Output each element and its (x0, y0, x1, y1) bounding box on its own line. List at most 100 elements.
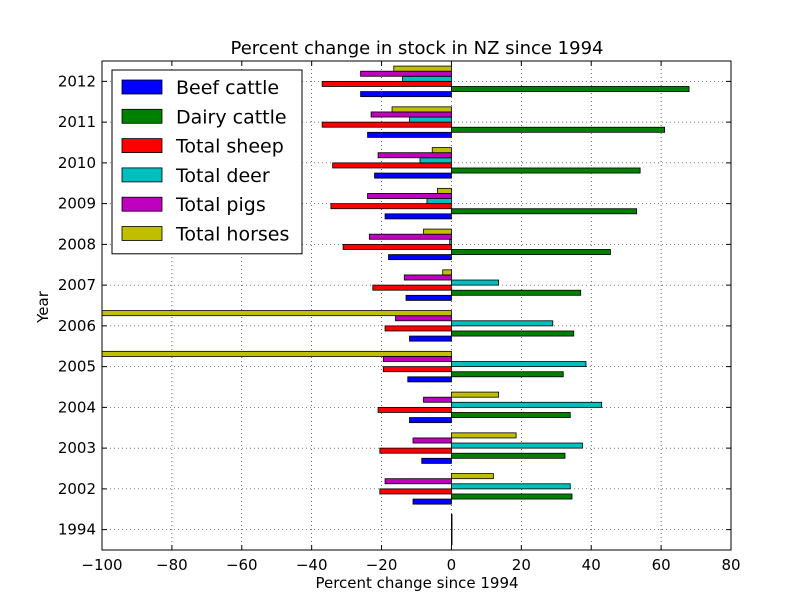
bar-total-pigs (395, 315, 452, 322)
y-tick-label: 2006 (58, 317, 96, 335)
bar-beef-cattle (374, 172, 452, 179)
bar-dairy-cattle (451, 86, 690, 92)
bar-total-deer (451, 401, 603, 408)
bar-total-pigs (370, 111, 452, 118)
bar-total-pigs (412, 437, 452, 444)
bar-dairy-cattle (451, 330, 575, 337)
bar-total-deer (449, 238, 452, 245)
bar-total-horses (393, 65, 452, 72)
x-tick-label: 0 (447, 556, 457, 574)
bar-total-horses (451, 391, 500, 398)
x-tick-label: −60 (226, 556, 258, 574)
legend-label: Total deer (175, 165, 270, 187)
y-tick-label: 2005 (58, 358, 96, 376)
legend-swatch (121, 79, 163, 95)
bar-total-deer (451, 279, 500, 286)
legend-swatch (121, 226, 163, 241)
bar-total-pigs (367, 193, 452, 199)
bar-beef-cattle (409, 417, 452, 424)
bar-total-deer (451, 524, 453, 531)
legend-swatch (121, 196, 163, 212)
bar-dairy-cattle (451, 249, 611, 255)
legend-swatch (121, 108, 163, 124)
bar-beef-cattle (412, 498, 452, 505)
bar-beef-cattle (384, 213, 452, 220)
bar-dairy-cattle (451, 208, 638, 215)
bar-total-horses (451, 432, 517, 439)
bar-total-deer (426, 198, 452, 205)
bar-total-pigs (368, 233, 452, 240)
bar-total-sheep (382, 366, 452, 373)
y-tick-label: 2008 (58, 235, 96, 253)
bars (101, 65, 690, 546)
bar-total-pigs (382, 356, 452, 362)
bar-dairy-cattle (451, 371, 564, 378)
bar-total-sheep (332, 162, 452, 169)
bar-beef-cattle (407, 376, 452, 383)
bar-total-pigs (451, 519, 453, 525)
y-tick-label: 2002 (58, 480, 96, 498)
bar-total-deer (402, 75, 452, 82)
bar-total-deer (409, 116, 452, 123)
bar-dairy-cattle (451, 126, 666, 133)
y-tick-label: 2010 (58, 154, 96, 172)
bar-beef-cattle (421, 457, 452, 464)
y-tick-label: 2004 (58, 398, 96, 416)
bar-beef-cattle (409, 335, 452, 342)
legend-label: Total horses (175, 224, 289, 246)
legend: Beef cattle Dairy cattle Total sheep Total … (111, 69, 303, 255)
y-tick-label: 2009 (58, 195, 96, 213)
bar-total-pigs (377, 152, 452, 159)
bar-total-deer (451, 361, 587, 368)
bar-total-horses (451, 473, 494, 480)
bar-total-sheep (342, 243, 452, 250)
x-tick-label: 40 (582, 556, 601, 574)
y-tick-label: 2007 (58, 276, 96, 294)
bar-beef-cattle (388, 254, 452, 261)
bar-dairy-cattle (451, 167, 641, 174)
bar-total-horses (423, 228, 452, 235)
bar-dairy-cattle (451, 534, 453, 541)
bar-total-pigs (384, 478, 452, 485)
bar-dairy-cattle (451, 412, 571, 418)
y-tick-label: 1994 (58, 521, 96, 539)
chart-title: Percent change in stock in NZ since 1994 (231, 38, 604, 59)
bar-total-horses (101, 310, 452, 317)
legend-label: Beef cattle (176, 77, 279, 99)
bar-total-deer (451, 320, 554, 327)
bar-total-horses (101, 350, 452, 357)
bar-beef-cattle (451, 539, 453, 546)
bar-beef-cattle (405, 294, 452, 301)
bar-total-sheep (321, 121, 452, 128)
bar-total-deer (451, 483, 571, 490)
bar-total-deer (451, 442, 583, 449)
bar-total-pigs (403, 274, 452, 281)
bar-total-horses (437, 187, 452, 194)
x-tick-label: −100 (81, 556, 122, 574)
legend-label: Total sheep (175, 136, 284, 158)
bar-total-sheep (379, 447, 452, 454)
legend-box (111, 69, 303, 255)
y-tick-label: 2012 (58, 72, 96, 90)
bar-total-pigs (360, 70, 452, 77)
y-axis-label: Year (34, 290, 52, 324)
x-axis-label: Percent change since 1994 (315, 574, 518, 592)
bar-total-horses (431, 147, 452, 154)
bar-total-deer (419, 157, 452, 164)
x-tick-label: −80 (156, 556, 188, 574)
legend-swatch (121, 167, 163, 183)
x-tick-label: 80 (721, 556, 740, 574)
y-tick-label: 2003 (58, 439, 96, 457)
plot-frame (101, 60, 732, 551)
bar-total-horses (442, 269, 452, 276)
bar-total-sheep (372, 284, 452, 291)
bar-total-horses (391, 106, 452, 113)
ticks: −100 −80 −60 −40 −20 0 20 40 60 80 1994 2002 2003 200… (58, 61, 741, 574)
bar-total-horses (451, 513, 453, 520)
x-tick-label: 60 (652, 556, 671, 574)
x-tick-label: −40 (296, 556, 328, 574)
bar-dairy-cattle (451, 289, 582, 296)
bar-total-sheep (330, 203, 452, 210)
legend-label: Dairy cattle (176, 106, 287, 128)
